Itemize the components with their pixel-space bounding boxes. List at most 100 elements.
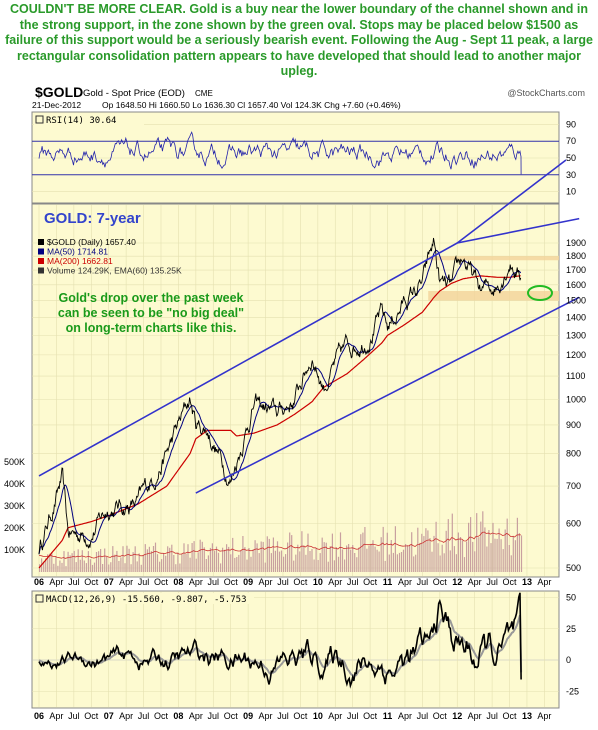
price-tick-label: 1500 (566, 296, 586, 306)
price-x-label: Jul (208, 577, 220, 587)
volume-bar (75, 562, 77, 572)
volume-bar (305, 554, 307, 572)
volume-bar (400, 552, 403, 572)
instrument-name: Gold - Spot Price (EOD) (83, 88, 185, 99)
volume-bar (213, 550, 216, 572)
volume-bar (246, 559, 248, 572)
macd-x-label: Apr (189, 711, 203, 721)
volume-bar (195, 558, 197, 572)
price-x-label: Apr (259, 577, 273, 587)
macd-tick-label: 0 (566, 655, 571, 665)
volume-bar (238, 554, 240, 572)
volume-bar (71, 553, 73, 572)
volume-tick-label: 300K (4, 501, 25, 511)
volume-bar (411, 532, 413, 572)
price-x-label: 13 (522, 577, 532, 587)
volume-bar (53, 563, 55, 572)
volume-bar (388, 554, 390, 572)
volume-bar (93, 562, 96, 572)
macd-panel-bg (31, 590, 560, 709)
macd-x-label: Apr (537, 711, 551, 721)
volume-bar (451, 513, 453, 572)
volume-bar (258, 553, 260, 572)
volume-bar (510, 555, 512, 572)
price-x-label: Apr (328, 577, 342, 587)
volume-bar (146, 549, 148, 572)
volume-bar (91, 564, 94, 572)
volume-bar (114, 554, 116, 572)
volume-bar (319, 553, 321, 572)
volume-bar (154, 542, 157, 572)
volume-bar (287, 542, 289, 572)
volume-bar (354, 553, 356, 572)
volume-bar (140, 564, 142, 572)
volume-bar (169, 547, 171, 572)
price-panel: GOLD: 7-year $GOLD (Daily) 1657.40MA(50)… (4, 159, 586, 587)
price-tick-label: 1400 (566, 312, 586, 322)
volume-bar (463, 557, 466, 572)
volume-bar (209, 547, 211, 572)
price-x-label: 11 (383, 577, 393, 587)
volume-bar (171, 544, 173, 572)
volume-bar (344, 559, 346, 572)
macd-x-label: Apr (119, 711, 133, 721)
ma200-line (38, 275, 521, 569)
price-x-label: Apr (468, 577, 482, 587)
channel-upper-line (38, 217, 580, 477)
macd-x-label: Apr (398, 711, 412, 721)
macd-x-label: Apr (328, 711, 342, 721)
price-x-label: 10 (313, 577, 323, 587)
volume-bar (313, 559, 315, 572)
volume-bar (228, 546, 230, 572)
volume-bar (280, 550, 283, 572)
volume-bar (295, 554, 297, 572)
volume-bar (173, 555, 175, 572)
volume-bar (433, 535, 435, 572)
volume-bar (244, 547, 246, 572)
volume-bar (443, 553, 445, 572)
volume-bar (472, 541, 474, 572)
volume-bar (427, 530, 429, 572)
volume-bar (394, 526, 396, 572)
volume-bar (409, 544, 411, 572)
volume-bar (77, 549, 79, 572)
price-x-label: Jul (347, 577, 359, 587)
volume-bar (329, 546, 331, 572)
volume-bar (222, 547, 224, 572)
price-tick-label: 700 (566, 481, 581, 491)
price-tick-label: 1800 (566, 251, 586, 261)
volume-bar (459, 537, 462, 572)
legend-swatch (38, 239, 44, 245)
watermark: @StockCharts.com (507, 88, 585, 98)
volume-bar (470, 517, 472, 572)
volume-bar (87, 551, 89, 572)
macd-x-label: Jul (277, 711, 289, 721)
macd-x-label: Oct (293, 711, 308, 721)
volume-bar (492, 522, 494, 572)
date-label: 21-Dec-2012 (32, 100, 81, 110)
volume-bar (496, 538, 498, 572)
volume-bar (217, 552, 220, 572)
volume-bar (179, 563, 181, 572)
volume-bar (63, 551, 65, 572)
volume-bar (274, 550, 276, 572)
volume-bar (423, 536, 425, 572)
rsi-tick-label: 10 (566, 187, 576, 197)
volume-bar (512, 535, 514, 572)
volume-bar (252, 549, 254, 572)
volume-bar (124, 563, 126, 572)
legend-swatch (38, 248, 44, 255)
volume-bar (189, 557, 191, 572)
volume-bar (384, 560, 386, 572)
volume-bar (407, 545, 409, 572)
volume-bar (248, 548, 250, 572)
volume-bar (236, 557, 238, 572)
volume-bar (461, 540, 464, 572)
volume-bar (132, 552, 134, 572)
volume-bar (118, 561, 120, 572)
macd-x-label: Oct (503, 711, 518, 721)
resistance-zone (428, 256, 559, 261)
volume-bar (270, 553, 272, 572)
volume-bar (445, 530, 447, 572)
volume-bar (268, 538, 270, 572)
